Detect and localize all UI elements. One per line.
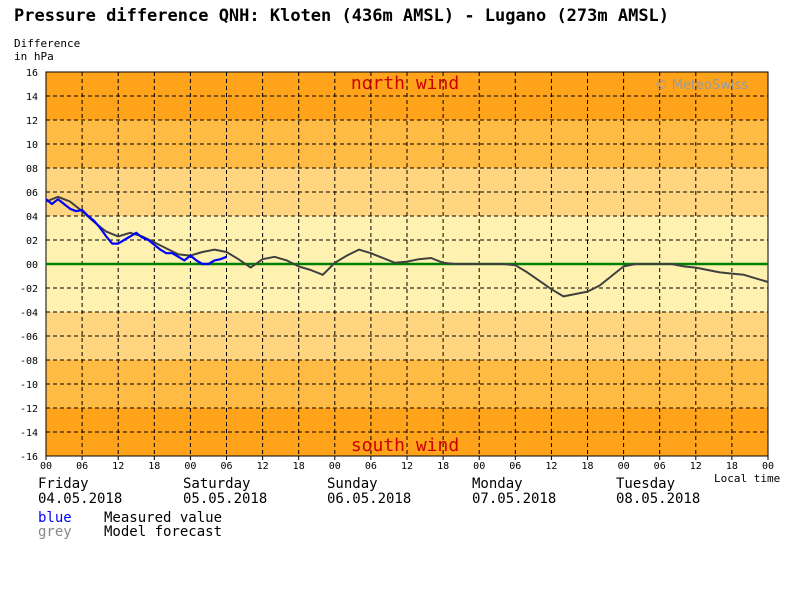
- x-tick-label: 18: [148, 461, 160, 472]
- x-tick-label: 12: [112, 461, 124, 472]
- page-title: Pressure difference QNH: Kloten (436m AM…: [14, 6, 670, 26]
- x-tick-label: 00: [40, 461, 52, 472]
- x-tick-label: 06: [76, 461, 88, 472]
- x-tick-label: 06: [220, 461, 232, 472]
- local-time-label: Local time: [714, 472, 781, 485]
- day-label-1: Saturday 05.05.2018: [183, 476, 268, 507]
- measured-series-line: [45, 198, 227, 266]
- y-tick-label: -04: [20, 308, 38, 319]
- x-tick-label: 00: [329, 461, 341, 472]
- y-tick-label: -10: [20, 380, 38, 391]
- y-tick-label: -02: [20, 284, 38, 295]
- y-tick-label: -06: [20, 332, 38, 343]
- y-tick-label: -16: [20, 452, 38, 463]
- day-label-0: Friday 04.05.2018: [38, 476, 123, 507]
- legend-text-measured: Measured value: [104, 510, 223, 526]
- y-tick-label: 12: [26, 116, 38, 127]
- x-tick-label: 12: [690, 461, 702, 472]
- x-tick-label: 00: [184, 461, 196, 472]
- north-wind-label: north wind: [351, 73, 459, 94]
- y-tick-label: 04: [26, 212, 38, 223]
- y-tick-label: -12: [20, 404, 38, 415]
- x-tick-label: 06: [365, 461, 377, 472]
- x-tick-label: 12: [545, 461, 557, 472]
- y-tick-label: -14: [20, 428, 38, 439]
- day-label-4: Tuesday 08.05.2018: [616, 476, 701, 507]
- x-tick-label: 18: [293, 461, 305, 472]
- x-tick-label: 00: [762, 461, 774, 472]
- forecast-series-line: [45, 195, 769, 298]
- x-tick-label: 18: [726, 461, 738, 472]
- y-tick-label: 10: [26, 140, 38, 151]
- y-tick-label: -08: [20, 356, 38, 367]
- legend-key-blue: blue: [38, 510, 72, 526]
- y-tick-label: 16: [26, 68, 38, 79]
- legend-text-forecast: Model forecast: [104, 524, 223, 540]
- day-label-2: Sunday 06.05.2018: [327, 476, 412, 507]
- x-tick-label: 00: [618, 461, 630, 472]
- legend-key-grey: grey: [38, 524, 72, 540]
- y-tick-label: 02: [26, 236, 38, 247]
- x-tick-label: 06: [509, 461, 521, 472]
- y-tick-label: 06: [26, 188, 38, 199]
- y-tick-label: 14: [26, 92, 38, 103]
- y-tick-label: 08: [26, 164, 38, 175]
- x-tick-label: 12: [257, 461, 269, 472]
- y-tick-label: 00: [26, 260, 38, 271]
- copyright-label: © MeteoSwiss: [655, 78, 749, 93]
- x-tick-label: 18: [581, 461, 593, 472]
- x-tick-label: 18: [437, 461, 449, 472]
- x-tick-label: 06: [654, 461, 666, 472]
- day-label-3: Monday 07.05.2018: [472, 476, 557, 507]
- x-tick-label: 12: [401, 461, 413, 472]
- south-wind-label: south wind: [351, 435, 459, 456]
- x-tick-label: 00: [473, 461, 485, 472]
- y-axis-label-line2: in hPa: [14, 50, 54, 63]
- y-axis-label-line1: Difference: [14, 37, 81, 50]
